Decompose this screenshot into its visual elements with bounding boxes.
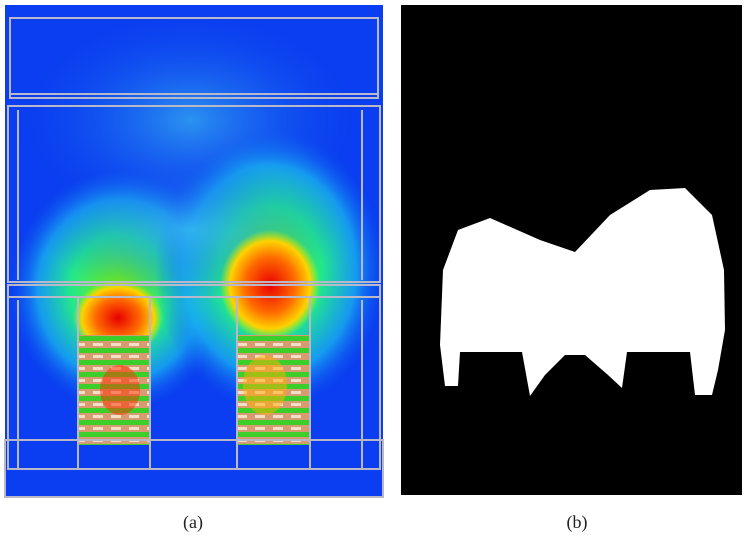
caption: (b): [567, 512, 588, 533]
page: (a) (b) (() => { const data = JSON.parse…: [0, 0, 744, 543]
figure: (a) (b): [0, 0, 744, 543]
panel-a-image: [5, 5, 385, 497]
caption: (a): [183, 512, 203, 533]
panel-b-image: [401, 5, 742, 495]
